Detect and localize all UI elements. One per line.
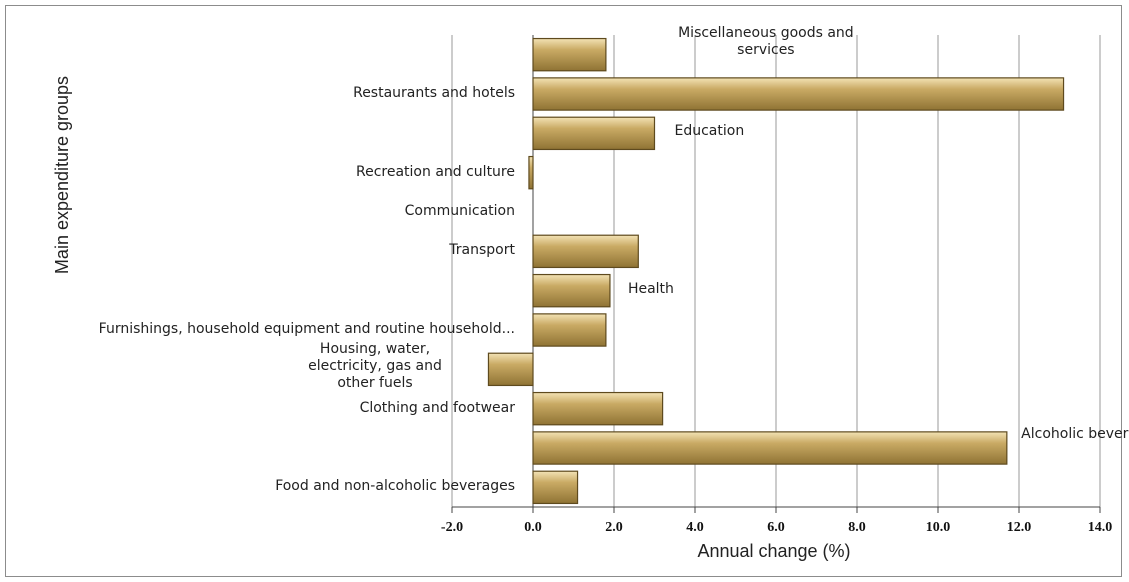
bar (532, 77, 1065, 111)
bar (532, 234, 639, 269)
category-label: Miscellaneous goods and services (678, 24, 854, 58)
category-label: Food and non-alcoholic beverages (275, 478, 515, 495)
category-label: Alcoholic beverages and tobacco (1021, 426, 1129, 442)
x-tick-label: -2.0 (441, 520, 463, 535)
bar (532, 273, 611, 308)
bar (532, 313, 607, 347)
x-tick-label: 8.0 (848, 520, 866, 535)
category-label: Communication (404, 203, 515, 219)
x-tick-label: 10.0 (926, 520, 951, 535)
bar (532, 37, 607, 72)
chart-frame (5, 5, 1122, 577)
bar (532, 116, 656, 151)
x-tick-label: 0.0 (524, 520, 542, 535)
category-label: Restaurants and hotels (353, 85, 515, 101)
bar (532, 431, 1008, 465)
category-label: Housing, water, electricity, gas and oth… (308, 341, 442, 392)
category-label: Education (674, 123, 745, 140)
x-axis-title: Annual change (%) (697, 541, 850, 561)
bar (528, 155, 534, 190)
x-tick-label: 6.0 (767, 520, 785, 535)
category-label: Transport (449, 242, 515, 259)
x-tick-label: 4.0 (686, 520, 704, 535)
x-tick-label: 12.0 (1007, 520, 1032, 535)
bar (487, 352, 534, 387)
category-label: Health (627, 280, 674, 297)
category-label: Furnishings, household equipment and rou… (98, 321, 515, 337)
bar (532, 470, 579, 505)
y-axis-title: Main expenditure groups (52, 76, 72, 274)
category-label: Clothing and footwear (359, 399, 515, 416)
bar (532, 391, 664, 426)
category-label: Recreation and culture (356, 163, 515, 180)
x-tick-label: 14.0 (1088, 520, 1113, 535)
x-tick-label: 2.0 (605, 520, 623, 535)
